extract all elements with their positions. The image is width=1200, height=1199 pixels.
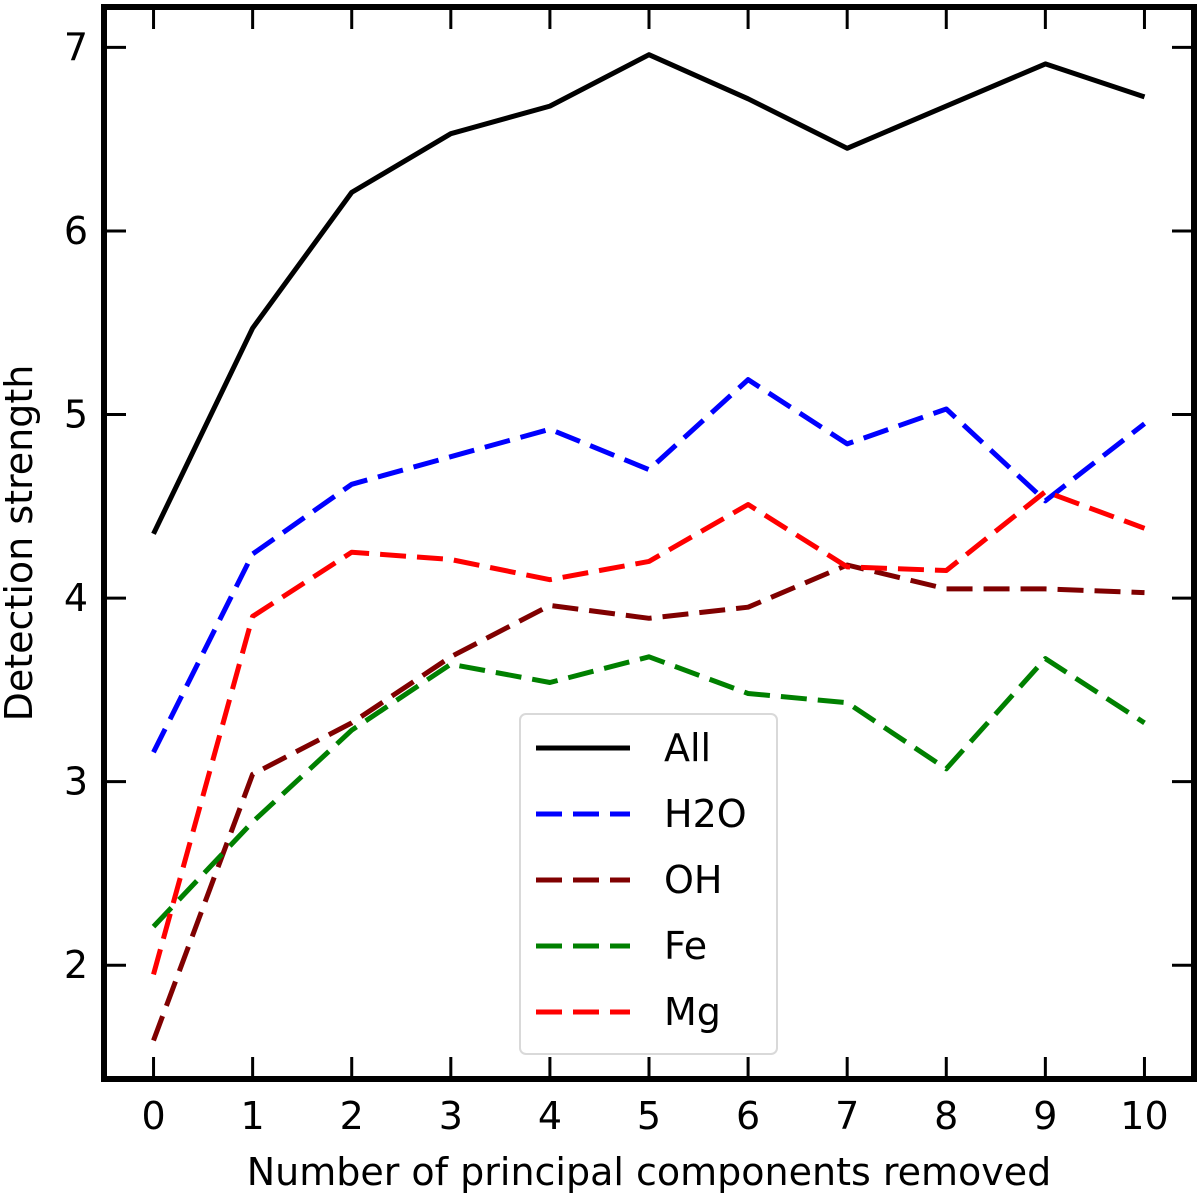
x-tick-label: 3 — [439, 1094, 463, 1138]
series-line-h2o — [151, 377, 1147, 754]
x-tick-label: 0 — [141, 1094, 165, 1138]
y-tick-label: 3 — [64, 760, 88, 804]
legend-label-all: All — [664, 726, 711, 770]
plot-frame — [101, 4, 1197, 1082]
legend-label-fe: Fe — [664, 924, 707, 968]
legend-box — [519, 713, 778, 1055]
y-tick-label: 6 — [64, 209, 88, 253]
x-tick-label: 2 — [340, 1094, 364, 1138]
y-axis-title: Detection strength — [0, 365, 41, 722]
y-tick-label: 2 — [64, 943, 88, 987]
x-tick-label: 5 — [637, 1094, 661, 1138]
legend-label-h2o: H2O — [664, 792, 747, 836]
x-tick-label: 8 — [934, 1094, 958, 1138]
x-tick-label: 9 — [1033, 1094, 1057, 1138]
x-tick-label: 4 — [538, 1094, 562, 1138]
series-line-fe — [151, 654, 1146, 929]
y-tick-label: 4 — [64, 576, 88, 620]
y-tick-label: 5 — [64, 393, 88, 437]
series-lines — [151, 52, 1147, 1042]
legend-label-mg: Mg — [664, 990, 721, 1034]
series-line-mg — [151, 489, 1146, 976]
series-line-all — [151, 52, 1146, 535]
x-tick-label: 6 — [736, 1094, 760, 1138]
series-line-oh — [151, 562, 1145, 1042]
legend: All H2O OH Fe Mg — [519, 713, 778, 1055]
x-tick-label: 1 — [241, 1094, 265, 1138]
x-tick-label: 10 — [1120, 1094, 1168, 1138]
axis-ticks: 0 1 2 3 4 5 6 7 8 9 10 2 3 4 5 6 7 — [64, 7, 1194, 1138]
x-tick-label: 7 — [835, 1094, 859, 1138]
x-axis-title: Number of principal components removed — [247, 1150, 1052, 1194]
y-tick-label: 7 — [64, 25, 88, 69]
legend-label-oh: OH — [664, 858, 722, 902]
